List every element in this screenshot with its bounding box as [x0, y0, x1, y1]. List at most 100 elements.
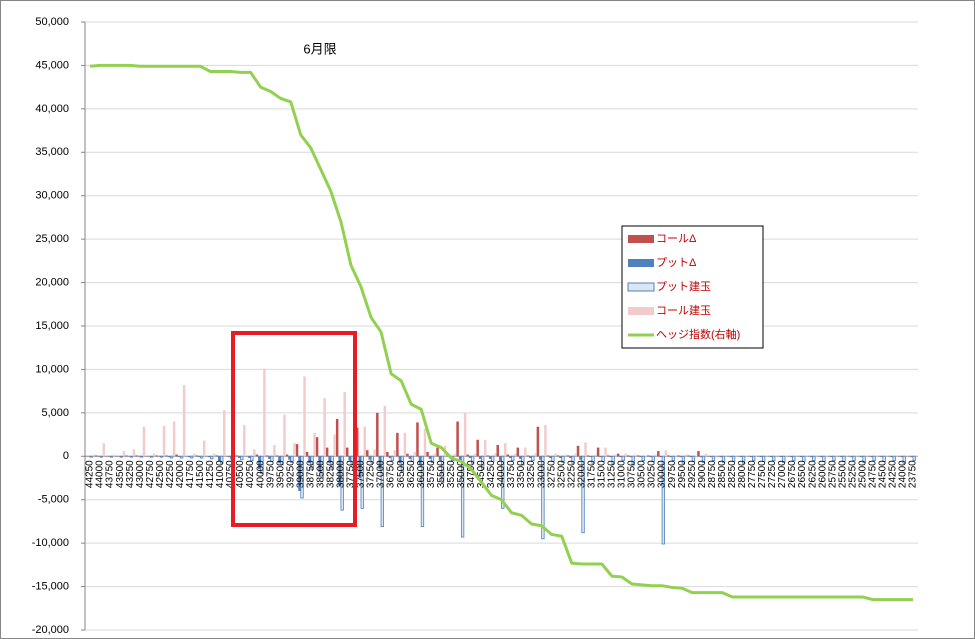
bar [802, 455, 806, 462]
x-tick-label: 38500 [315, 460, 326, 488]
bar [711, 455, 716, 462]
bar [785, 455, 788, 457]
bar [752, 455, 756, 462]
bar [647, 455, 650, 457]
x-tick-label: 38250 [326, 460, 337, 488]
bar [222, 410, 226, 457]
bar [749, 456, 753, 458]
y-tick-label: -10,000 [32, 537, 69, 549]
bar [293, 443, 296, 457]
bar [333, 434, 336, 457]
bar [360, 455, 364, 509]
bar [406, 453, 409, 457]
bar [915, 455, 918, 457]
bar [89, 455, 93, 458]
bar [516, 447, 520, 457]
bar [187, 456, 191, 458]
bar [651, 455, 655, 462]
x-tick-label: 31500 [597, 460, 608, 488]
bar [782, 455, 786, 463]
bar [596, 447, 600, 457]
bar [235, 455, 239, 457]
x-tick-label: 36500 [396, 460, 407, 488]
bar [910, 456, 913, 458]
bar [330, 455, 334, 470]
x-tick-label: 33000 [536, 460, 547, 488]
bar [310, 455, 314, 470]
x-tick-label: 43500 [115, 460, 126, 488]
bar [671, 455, 676, 462]
bar [189, 455, 194, 459]
bar [418, 456, 422, 465]
bar [177, 456, 181, 458]
bar [167, 456, 171, 458]
bar [165, 455, 168, 457]
bar [423, 428, 427, 457]
bar [388, 456, 392, 459]
x-tick-label: 31250 [607, 460, 618, 488]
bar [691, 455, 696, 462]
x-tick-label: 36000 [416, 460, 427, 488]
bar [295, 444, 299, 457]
bar [303, 376, 306, 457]
bar [792, 455, 796, 462]
legend-label: コールΔ [656, 233, 697, 245]
bar [644, 455, 648, 457]
bar [400, 455, 405, 473]
bar [207, 456, 211, 458]
bar [754, 455, 758, 457]
bar [659, 456, 663, 458]
x-tick-label: 36750 [386, 460, 397, 488]
bar [654, 454, 658, 457]
bar [734, 455, 738, 457]
x-tick-label: 34250 [486, 460, 497, 488]
line-series [89, 63, 913, 602]
bar [228, 456, 231, 458]
y-tick-label: 0 [63, 450, 69, 462]
bar [182, 385, 186, 457]
y-tick-label: 45,000 [35, 59, 69, 71]
bar [551, 455, 555, 462]
bar [594, 454, 597, 457]
bar [410, 455, 415, 462]
bar [739, 456, 743, 458]
bar [694, 455, 698, 457]
x-tick-label: 34000 [496, 460, 507, 488]
bar [408, 456, 412, 459]
bar [667, 455, 670, 457]
bar [795, 455, 798, 457]
bar [132, 449, 136, 457]
x-tick-label: 27500 [757, 460, 768, 488]
bar [800, 456, 803, 458]
x-tick-label: 42250 [165, 460, 176, 488]
bar [338, 456, 341, 487]
bar [862, 455, 866, 463]
x-tick-label: 37000 [376, 460, 387, 488]
x-tick-label: 29500 [677, 460, 688, 488]
bar [704, 453, 708, 457]
bar [852, 455, 856, 462]
bar [556, 455, 560, 457]
bar [210, 455, 214, 460]
bar [340, 455, 344, 511]
bar [486, 455, 489, 457]
bar [526, 455, 530, 457]
bar [258, 456, 261, 470]
bar [468, 456, 472, 459]
bar [709, 456, 713, 458]
y-tick-label: 25,000 [35, 233, 69, 245]
bar [534, 453, 537, 457]
bar [850, 456, 853, 458]
bar [872, 455, 876, 462]
bar [684, 454, 688, 457]
x-tick-label: 23750 [908, 460, 919, 488]
bar [621, 455, 625, 462]
highlight-box [231, 331, 357, 527]
bar [135, 455, 138, 457]
bar [764, 455, 768, 457]
x-tick-label: 39500 [275, 460, 286, 488]
x-tick-label: 44250 [85, 460, 96, 488]
bar [574, 453, 577, 457]
y-tick-label: 35,000 [35, 146, 69, 158]
bar [780, 456, 783, 458]
